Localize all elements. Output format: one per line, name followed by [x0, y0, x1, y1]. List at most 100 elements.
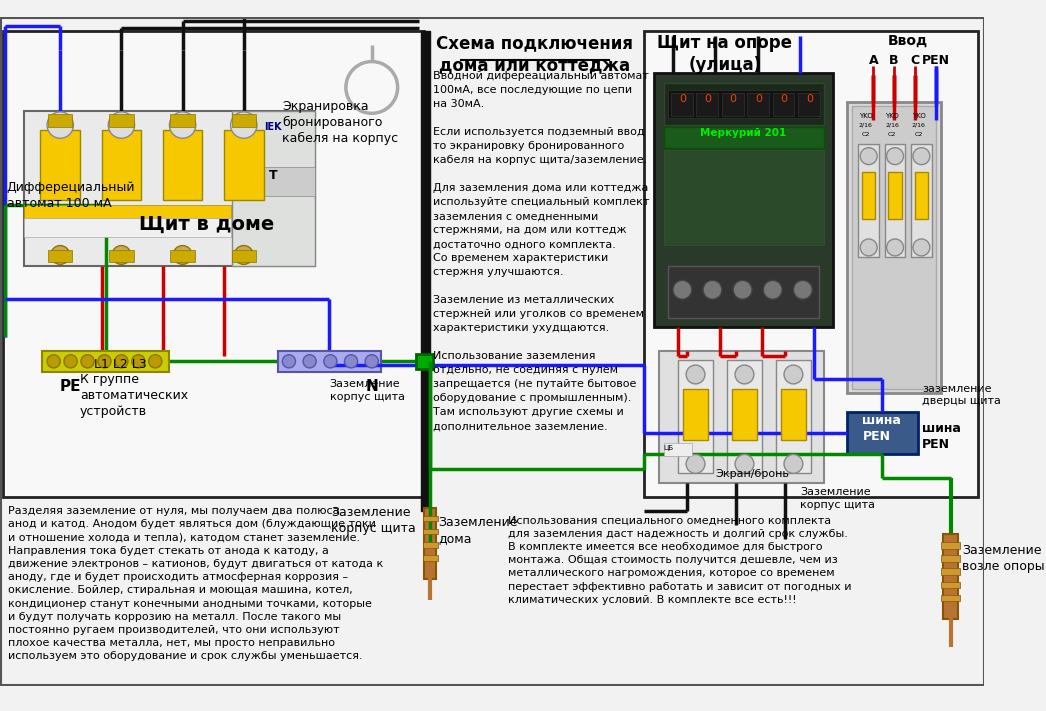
Bar [277, 351, 381, 372]
Bar [654, 73, 833, 328]
Text: Заземление
корпус щита: Заземление корпус щита [800, 488, 876, 510]
Bar [851, 106, 936, 389]
Text: PEN: PEN [922, 55, 950, 68]
Circle shape [735, 454, 754, 474]
Circle shape [81, 355, 94, 368]
Bar [727, 360, 763, 474]
Bar [911, 144, 932, 257]
Text: 2/16: 2/16 [912, 122, 926, 127]
Bar [943, 535, 958, 619]
Text: PE: PE [60, 379, 82, 394]
Bar [416, 354, 433, 369]
Text: Экранировка
бронированого
кабеля на корпус: Экранировка бронированого кабеля на корп… [282, 100, 399, 145]
Text: B: B [889, 55, 899, 68]
Bar [941, 568, 960, 575]
Bar [668, 90, 819, 119]
Circle shape [230, 112, 257, 138]
Circle shape [282, 355, 296, 368]
Bar [170, 250, 195, 262]
Bar [232, 111, 315, 266]
Bar [847, 412, 917, 454]
Circle shape [112, 245, 131, 264]
Circle shape [303, 355, 316, 368]
Bar [885, 144, 906, 257]
Bar [659, 351, 823, 483]
Bar [663, 82, 823, 125]
Circle shape [51, 245, 70, 264]
Bar [23, 205, 230, 218]
Text: К группе
автоматических
устройств: К группе автоматических устройств [79, 373, 188, 417]
Text: YKO: YKO [859, 113, 872, 119]
Text: C2: C2 [888, 132, 896, 137]
Bar [232, 167, 315, 196]
Bar [722, 93, 744, 116]
Circle shape [47, 355, 61, 368]
Circle shape [686, 365, 705, 384]
Bar [163, 130, 202, 201]
Bar [859, 144, 879, 257]
Circle shape [887, 239, 904, 256]
Circle shape [784, 454, 803, 474]
Text: Использования специального омедненного комплекта
для заземления даст надежность : Использования специального омедненного к… [508, 515, 851, 605]
Text: YKO: YKO [912, 113, 926, 119]
Text: Вводной дифереациальный автомат
100мА, все последующие по цепи
на 30мА.

Если ис: Вводной дифереациальный автомат 100мА, в… [433, 71, 650, 432]
Circle shape [860, 148, 878, 165]
Text: T: T [269, 169, 277, 182]
Bar [423, 542, 437, 547]
Circle shape [149, 355, 162, 368]
Bar [101, 130, 141, 201]
Circle shape [365, 355, 379, 368]
Bar [941, 555, 960, 562]
Text: 0: 0 [679, 94, 686, 104]
Text: Ввод: Ввод [888, 34, 928, 48]
Text: Щит на опоре
(улица): Щит на опоре (улица) [657, 34, 792, 74]
Text: C2: C2 [914, 132, 923, 137]
Bar [683, 389, 708, 440]
Bar [231, 114, 256, 127]
Circle shape [794, 280, 813, 299]
Text: 0: 0 [805, 94, 813, 104]
Bar [170, 114, 195, 127]
Circle shape [703, 280, 722, 299]
Text: C: C [910, 55, 919, 68]
Text: N: N [365, 379, 379, 394]
Bar [643, 31, 978, 497]
Circle shape [913, 239, 930, 256]
Text: Заземление
корпус щита: Заземление корпус щита [329, 379, 405, 402]
Text: C2: C2 [862, 132, 870, 137]
Text: ЦБ: ЦБ [663, 445, 674, 451]
Circle shape [108, 112, 135, 138]
Text: Заземление
возле опоры: Заземление возле опоры [962, 544, 1045, 573]
Circle shape [169, 112, 196, 138]
Bar [663, 151, 823, 245]
Circle shape [132, 355, 145, 368]
Bar [23, 218, 230, 237]
Text: Щит в доме: Щит в доме [139, 215, 275, 233]
Circle shape [860, 239, 878, 256]
Bar [732, 389, 756, 440]
Bar [941, 594, 960, 602]
Circle shape [174, 245, 192, 264]
Text: 2/16: 2/16 [859, 122, 872, 127]
Text: Меркурий 201: Меркурий 201 [701, 128, 787, 138]
Bar [420, 31, 430, 511]
Bar [941, 582, 960, 588]
Bar [668, 266, 819, 318]
Bar [888, 172, 902, 219]
Text: Заземление
дома: Заземление дома [438, 515, 518, 545]
Text: 0: 0 [704, 94, 711, 104]
Bar [663, 127, 823, 148]
Circle shape [673, 280, 691, 299]
Circle shape [344, 355, 358, 368]
Bar [231, 250, 256, 262]
Bar [775, 360, 812, 474]
Bar [423, 515, 437, 521]
Circle shape [764, 280, 782, 299]
Text: L1 L2 L3: L1 L2 L3 [94, 358, 146, 370]
Bar [48, 114, 72, 127]
Bar [109, 250, 134, 262]
Circle shape [913, 148, 930, 165]
Bar [48, 250, 72, 262]
Bar [3, 31, 425, 497]
Bar [915, 172, 928, 219]
